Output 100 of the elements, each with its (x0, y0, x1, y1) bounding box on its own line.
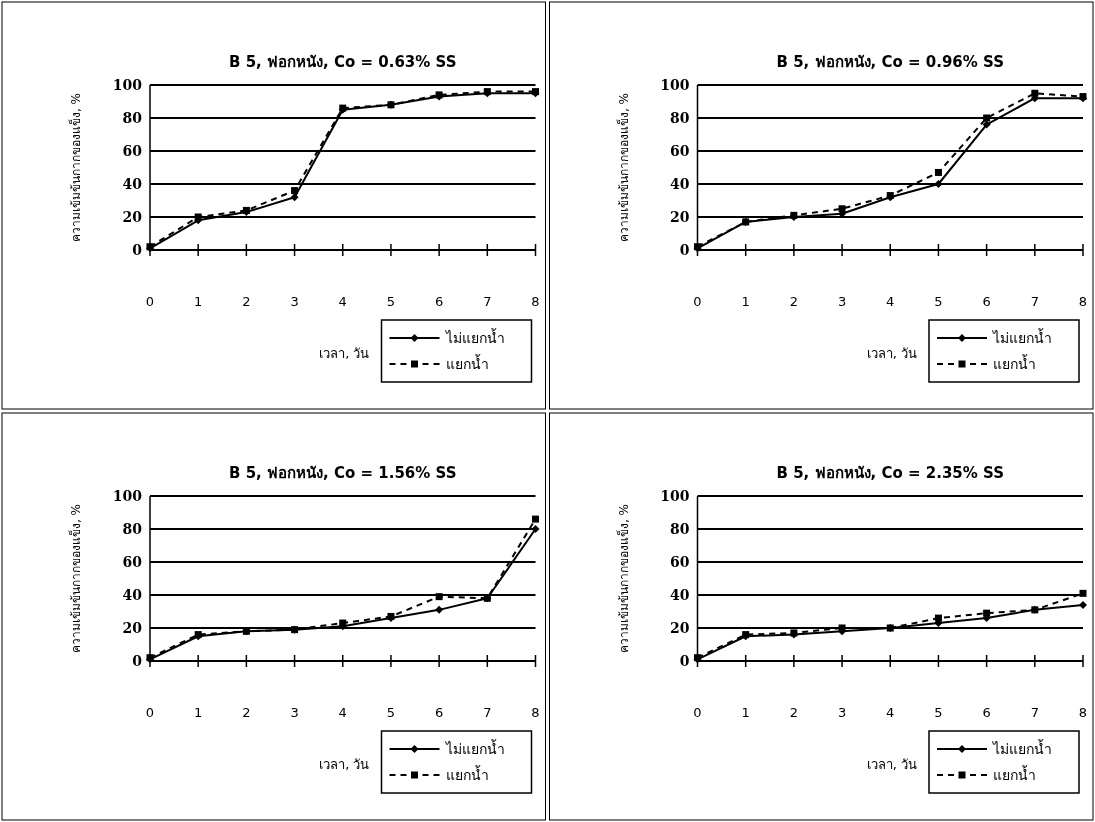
y-tick-label: 80 (670, 521, 690, 537)
legend-label: ไม่แยกน้ำ (992, 739, 1052, 757)
y-tick-label: 100 (112, 488, 143, 504)
x-tick-label: 5 (386, 294, 396, 309)
y-tick-label: 60 (670, 143, 690, 159)
point (934, 168, 942, 176)
point (290, 193, 299, 202)
point (531, 525, 540, 533)
point (982, 120, 991, 129)
x-tick-label: 7 (483, 294, 492, 309)
x-tick-label: 5 (386, 705, 396, 720)
x-tick-label: 4 (886, 705, 895, 720)
y-tick-label: 40 (670, 176, 690, 192)
x-tick-label: 2 (789, 294, 799, 309)
point (983, 609, 991, 617)
point (532, 515, 539, 523)
x-axis-title: เวลา, วัน (319, 346, 370, 361)
point (1079, 589, 1087, 597)
x-tick-label: 4 (338, 705, 347, 720)
point (838, 205, 846, 213)
x-tick-label: 6 (434, 294, 444, 309)
x-tick-label: 6 (982, 294, 991, 309)
chart-title: B 5, ฟอกหนัง, Co = 1.56% SS (229, 464, 457, 482)
point (1031, 606, 1039, 614)
x-tick-label: 2 (242, 705, 251, 720)
y-axis-title: ความเข้มข้นกากของแข็ง, % (68, 503, 83, 654)
legend-label: แยกน้ำ (445, 354, 489, 372)
y-tick-label: 20 (122, 209, 143, 225)
x-tick-label: 6 (982, 705, 991, 720)
x-tick-label: 3 (837, 294, 847, 309)
point (1079, 600, 1087, 609)
x-tick-label: 1 (741, 705, 750, 720)
point (838, 624, 846, 632)
y-tick-label: 0 (679, 653, 690, 669)
x-tick-label: 4 (338, 294, 347, 309)
legend-label: ไม่แยกน้ำ (992, 328, 1052, 346)
chart-title: B 5, ฟอกหนัง, Co = 2.35% SS (776, 464, 1004, 482)
y-tick-label: 20 (122, 620, 143, 636)
legend-label: แยกน้ำ (993, 354, 1036, 372)
point (742, 218, 750, 226)
point (435, 605, 444, 614)
x-tick-label: 1 (741, 294, 750, 309)
y-tick-label: 80 (122, 110, 143, 126)
x-axis-title: เวลา, วัน (319, 757, 370, 772)
y-tick-label: 40 (122, 176, 143, 192)
legend-label: ไม่แยกน้ำ (444, 739, 505, 757)
y-axis-title: ความเข้มข้นกากของแข็ง, % (615, 503, 631, 654)
x-axis-title: เวลา, วัน (866, 757, 917, 772)
y-tick-label: 20 (670, 620, 690, 636)
x-tick-label: 5 (934, 294, 943, 309)
y-tick-label: 60 (122, 554, 143, 570)
legend-label: แยกน้ำ (445, 765, 489, 783)
y-tick-label: 0 (132, 242, 143, 258)
x-tick-label: 2 (242, 294, 251, 309)
y-tick-label: 20 (670, 209, 690, 225)
y-tick-label: 60 (122, 143, 143, 159)
x-tick-label: 5 (934, 705, 943, 720)
x-tick-label: 1 (194, 705, 203, 720)
x-tick-label: 0 (145, 294, 155, 309)
y-tick-label: 0 (679, 242, 690, 258)
y-tick-label: 40 (122, 587, 143, 603)
x-tick-label: 2 (789, 705, 799, 720)
y-tick-label: 100 (660, 488, 690, 504)
point (1031, 89, 1039, 97)
x-tick-label: 8 (1078, 705, 1088, 720)
x-tick-label: 3 (290, 705, 299, 720)
x-tick-label: 7 (1030, 705, 1039, 720)
point (339, 619, 347, 627)
x-tick-label: 6 (434, 705, 444, 720)
x-tick-label: 7 (483, 705, 492, 720)
x-tick-label: 8 (531, 705, 540, 720)
chart-title: B 5, ฟอกหนัง, Co = 0.96% SS (776, 53, 1004, 71)
y-axis-title: ความเข้มข้นกากของแข็ง, % (615, 92, 631, 243)
x-tick-label: 3 (290, 294, 299, 309)
chart-title: B 5, ฟอกหนัง, Co = 0.63% SS (229, 53, 457, 71)
point (934, 614, 942, 622)
x-tick-label: 7 (1030, 294, 1039, 309)
point (194, 213, 202, 221)
x-tick-label: 1 (194, 294, 203, 309)
point (435, 593, 443, 601)
x-tick-label: 8 (531, 294, 540, 309)
x-tick-label: 0 (145, 705, 155, 720)
x-tick-label: 0 (693, 294, 702, 309)
y-tick-label: 60 (670, 554, 690, 570)
y-axis-title: ความเข้มข้นกากของแข็ง, % (68, 92, 83, 243)
legend-label: แยกน้ำ (993, 765, 1036, 783)
y-tick-label: 40 (670, 587, 690, 603)
y-tick-label: 80 (670, 110, 690, 126)
x-tick-label: 3 (837, 705, 847, 720)
x-tick-label: 8 (1078, 294, 1088, 309)
y-tick-label: 100 (112, 77, 143, 93)
y-tick-label: 100 (660, 77, 690, 93)
legend-label: ไม่แยกน้ำ (444, 328, 505, 346)
x-tick-label: 4 (886, 294, 895, 309)
point (291, 187, 299, 195)
x-axis-title: เวลา, วัน (866, 346, 917, 361)
point (934, 180, 943, 188)
x-tick-label: 0 (693, 705, 702, 720)
y-tick-label: 80 (122, 521, 143, 537)
point (983, 114, 991, 122)
